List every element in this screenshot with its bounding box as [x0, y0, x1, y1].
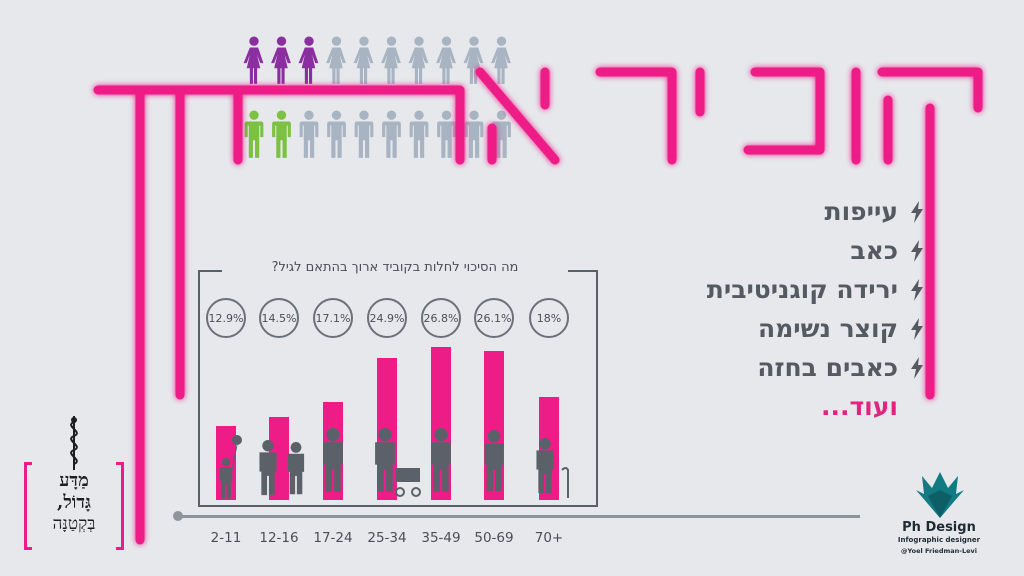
x-tick-label: 25-34	[367, 530, 407, 546]
elderly-figure	[536, 438, 554, 494]
x-tick-label: 70+	[534, 530, 564, 546]
lightning-icon	[911, 356, 923, 379]
x-axis-dot	[173, 511, 183, 521]
teen-figure	[287, 442, 305, 495]
value-label-50-69: 26.1%	[474, 298, 514, 338]
adult-figure	[375, 428, 395, 492]
value-label-2-11: 12.9%	[206, 298, 246, 338]
symptom-label: קוצר נשימה	[758, 314, 898, 343]
neon-title	[93, 67, 983, 545]
value-label-35-49: 26.8%	[421, 298, 461, 338]
adult-figure	[431, 428, 451, 492]
mada-gadol-logo: מַדָּע גָּדוֹל, בְּקְטַנָּה	[24, 416, 124, 550]
lightning-icon	[911, 278, 923, 301]
x-tick-label: 17-24	[313, 530, 353, 546]
chart-frame-top-left	[198, 270, 222, 272]
ph-design-logo-icon	[916, 472, 964, 518]
symptom-label: כאבים בחזה	[757, 353, 898, 382]
logo-line-2: גָּדוֹל,	[57, 492, 91, 513]
lightning-icon	[911, 239, 923, 262]
designer-subtitle: Infographic designer	[897, 536, 981, 544]
x-tick-label: 35-49	[421, 530, 461, 546]
symptoms-more: ועוד...	[664, 387, 924, 426]
logo-line-1: מַדָּע	[59, 470, 89, 491]
symptom-label: כאב	[850, 236, 898, 265]
symptom-item: עייפות	[664, 192, 924, 231]
logo-line-3: בְּקְטַנָּה	[52, 514, 96, 534]
x-axis-line	[178, 515, 860, 518]
logo-bracket-right	[116, 462, 124, 550]
designer-handle: @Yoel Friedman-Levi	[901, 547, 977, 555]
symptom-item: כאבים בחזה	[664, 348, 924, 387]
symptom-item: ירידה קוגניטיבית	[664, 270, 924, 309]
designer-name: Ph Design	[902, 520, 976, 535]
symptoms-list: עייפות כאב ירידה קוגניטיבית קוצר נשימה כאבים…	[664, 192, 924, 426]
value-label-70+: 18%	[529, 298, 569, 338]
chart-title: מה הסיכוי לחלות בקוביד ארוך בהתאם לגיל?	[271, 260, 519, 275]
value-label-17-24: 17.1%	[313, 298, 353, 338]
middle-age-figure	[484, 430, 504, 491]
value-label-12-16: 14.5%	[259, 298, 299, 338]
stroller-icon	[395, 468, 421, 497]
symptom-label: ירידה קוגניטיבית	[706, 275, 898, 304]
lightning-icon	[911, 200, 923, 223]
young-adult-figure	[323, 428, 343, 492]
lightning-icon	[911, 317, 923, 340]
logo-bracket-left	[24, 462, 32, 550]
symptom-label: עייפות	[824, 197, 898, 226]
chart-frame-top-right	[568, 270, 598, 272]
value-label-25-34: 24.9%	[367, 298, 407, 338]
symptoms-more-label: ועוד...	[820, 392, 898, 421]
teen-figure	[259, 440, 277, 496]
child-figure	[219, 458, 233, 499]
rod-of-asclepius-icon	[70, 416, 78, 470]
cane-icon	[561, 467, 569, 498]
chart-frame	[198, 270, 598, 507]
x-tick-label: 12-16	[259, 530, 299, 546]
x-tick-label: 2-11	[210, 530, 242, 546]
x-tick-label: 50-69	[474, 530, 514, 546]
symptom-item: כאב	[664, 231, 924, 270]
symptom-item: קוצר נשימה	[664, 309, 924, 348]
balloon-icon	[231, 435, 242, 471]
